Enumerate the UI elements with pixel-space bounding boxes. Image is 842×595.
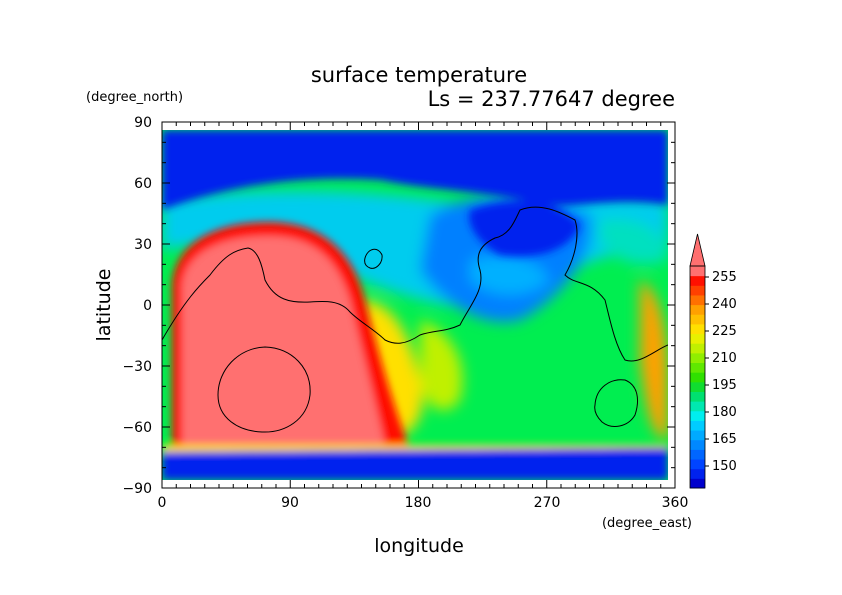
y-tick-label: −30	[122, 359, 152, 375]
chart-subtitle: Ls = 237.77647 degree	[428, 87, 675, 111]
temperature-field	[162, 130, 668, 480]
x-tick-label: 360	[662, 495, 689, 511]
colorbar-swatch-235	[690, 304, 705, 315]
topography-contour-main	[162, 206, 668, 362]
colorbar-labels: 255 240 225 210 195 180 165 150	[712, 270, 737, 474]
colorbar-label: 225	[712, 324, 737, 339]
colorbar-swatch-240	[690, 294, 705, 306]
x-tick-label: 270	[534, 495, 561, 511]
colorbar-swatch-225	[690, 323, 705, 335]
colorbar-swatch-145	[690, 478, 705, 489]
colorbar	[689, 233, 709, 489]
y-axis-label: latitude	[93, 269, 115, 342]
colorbar-swatch-155	[690, 459, 705, 470]
x-unit-label: (degree_east)	[602, 516, 692, 531]
colorbar-label: 210	[712, 351, 737, 366]
cool-patch	[600, 219, 668, 264]
colorbar-swatch-160	[690, 449, 705, 460]
colorbar-swatch-185	[690, 401, 705, 412]
y-unit-label: (degree_north)	[86, 90, 183, 105]
topography-contour-east-basin	[594, 379, 638, 427]
colorbar-label: 165	[712, 432, 737, 447]
colorbar-label: 240	[712, 297, 737, 312]
y-tick-label: 90	[134, 115, 152, 131]
colorbar-swatch-165	[690, 439, 705, 450]
cold-patch	[470, 256, 550, 295]
colorbar-label: 150	[712, 459, 737, 474]
topography-contour-basin	[217, 346, 311, 433]
colorbar-swatch-255	[690, 266, 705, 277]
hot-core	[182, 236, 385, 445]
colorbar-swatch-200	[690, 372, 705, 383]
colorbar-swatch-215	[690, 343, 705, 354]
east-warm-edge	[640, 280, 668, 440]
topography-contours	[162, 206, 668, 433]
colorbar-swatch-230	[690, 314, 705, 325]
x-tick-label: 0	[158, 495, 167, 511]
colorbar-swatch-250	[690, 275, 705, 286]
colorbar-swatch-150	[690, 468, 705, 479]
y-tick-labels: 90 60 30 0 −30 −60 −90	[122, 115, 152, 497]
north-polar-cold	[162, 130, 668, 210]
colorbar-swatch-190	[690, 391, 705, 402]
colorbar-label: 195	[712, 378, 737, 393]
cold-basin	[469, 201, 580, 257]
colorbar-swatch-175	[690, 420, 705, 431]
x-tick-labels: 0 90 180 270 360	[158, 495, 689, 511]
colorbar-swatch-205	[690, 362, 705, 373]
x-tick-label: 90	[281, 495, 299, 511]
colorbar-swatch-180	[690, 410, 705, 421]
colorbar-swatch-195	[690, 381, 705, 392]
y-tick-label: −90	[122, 481, 152, 497]
colorbar-swatch-170	[690, 430, 705, 441]
colorbar-swatch-210	[690, 352, 705, 364]
colorbar-extend-triangle	[689, 233, 706, 267]
y-tick-label: 60	[134, 176, 152, 192]
colorbar-label: 180	[712, 405, 737, 420]
y-tick-label: 30	[134, 237, 152, 253]
south-polar-cold	[162, 448, 668, 480]
x-tick-label: 180	[405, 495, 432, 511]
warm-fringe-2	[420, 320, 463, 411]
y-tick-label: −60	[122, 420, 152, 436]
topography-contour-peak	[364, 248, 383, 269]
x-axis-label: longitude	[374, 535, 464, 557]
colorbar-label: 255	[712, 270, 737, 285]
colorbar-swatch-245	[690, 285, 705, 296]
chart-title: surface temperature	[311, 63, 527, 87]
colorbar-outline	[689, 265, 706, 489]
colorbar-swatch-220	[690, 333, 705, 344]
tick-marks	[161, 121, 676, 489]
y-tick-label: 0	[143, 298, 152, 314]
